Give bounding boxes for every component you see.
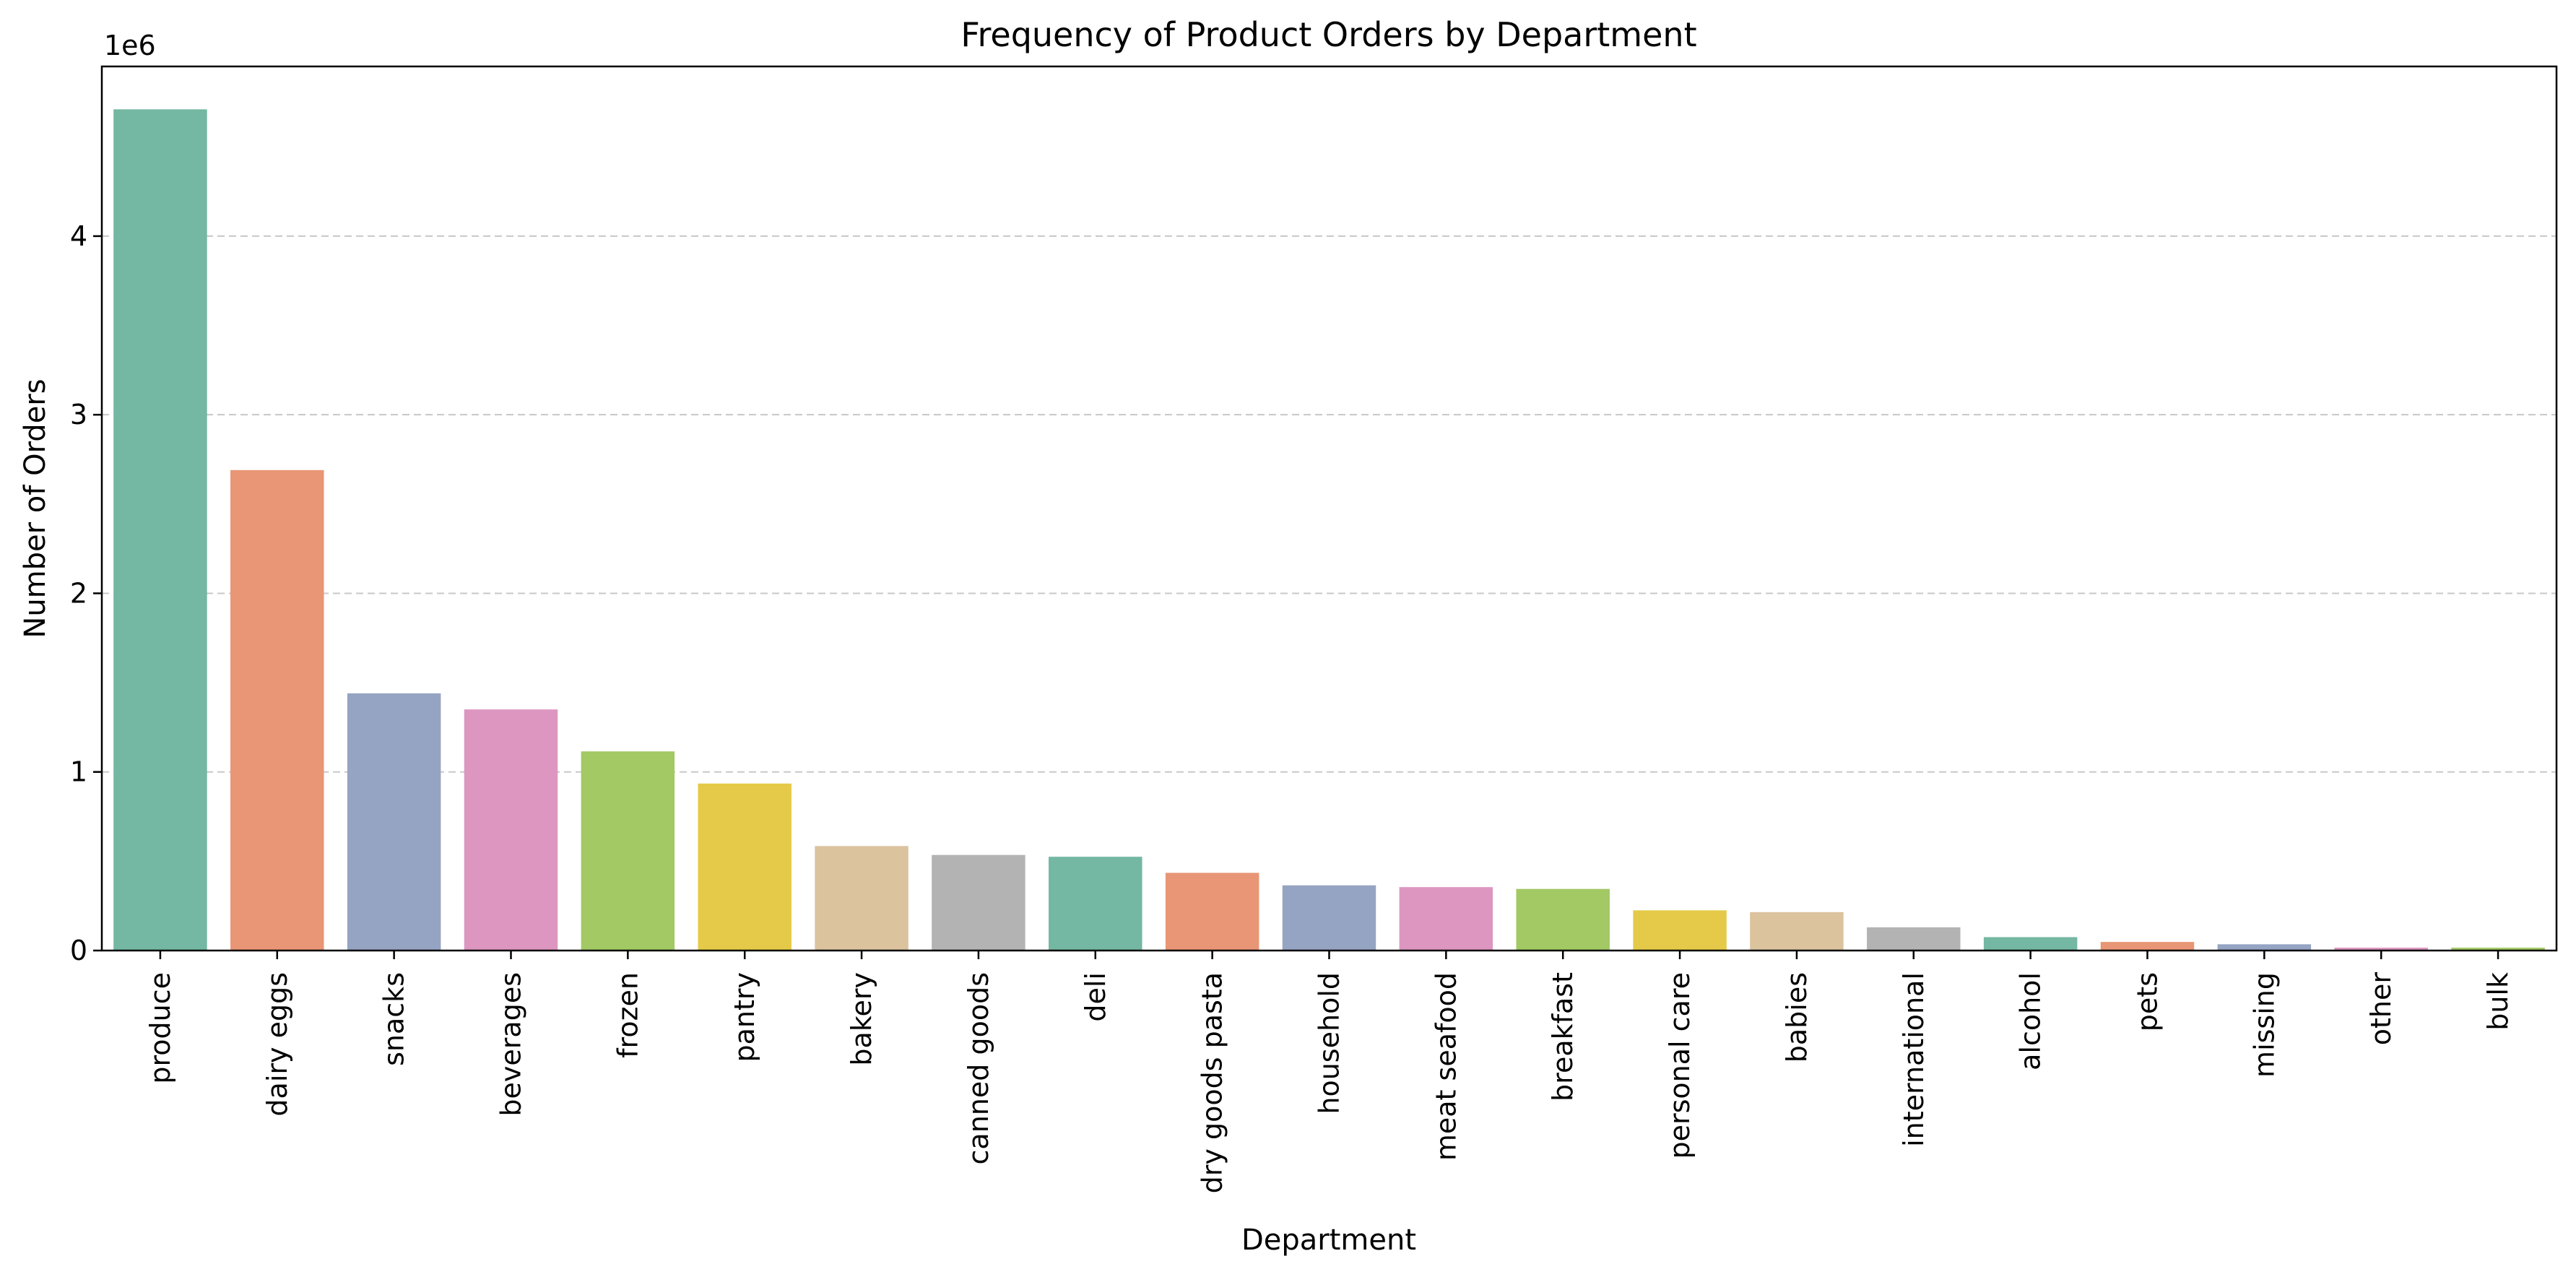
chart-title: Frequency of Product Orders by Departmen… [960, 15, 1696, 54]
bar-canned-goods [932, 854, 1025, 951]
x-tick-label: canned goods [963, 972, 994, 1164]
y-tick-label: 1 [70, 756, 87, 788]
x-tick-label: babies [1781, 972, 1813, 1062]
x-tick-label: personal care [1664, 972, 1696, 1159]
x-tick-label: dairy eggs [261, 972, 293, 1117]
bar-alcohol [1983, 937, 2078, 951]
bar-pantry [698, 783, 792, 951]
bar-breakfast [1516, 888, 1610, 951]
y-axis-label: Number of Orders [19, 378, 52, 638]
bar-dry-goods-pasta [1165, 873, 1259, 951]
x-tick-label: meat seafood [1430, 972, 1462, 1161]
y-tick-label: 2 [70, 577, 87, 609]
bar-missing [2217, 944, 2312, 951]
bar-babies [1750, 912, 1844, 951]
gridlines [102, 235, 2557, 773]
y-tick-label: 3 [70, 399, 87, 430]
bar-international [1867, 927, 1961, 951]
y-offset-label: 1e6 [104, 30, 156, 61]
x-tick-label: bulk [2482, 972, 2514, 1031]
x-tick-label: other [2365, 972, 2397, 1046]
x-tick-label: pantry [729, 972, 760, 1062]
bar-dairy-eggs [230, 469, 324, 951]
x-tick-label: bakery [846, 972, 877, 1066]
bar-bakery [815, 846, 908, 951]
x-axis-ticks: produce dairy eggs snacks beverages frozen pa… [144, 951, 2514, 1193]
x-tick-label: missing [2248, 972, 2280, 1078]
bar-deli [1049, 857, 1142, 951]
bar-meat-seafood [1399, 887, 1493, 951]
x-tick-label: produce [144, 972, 176, 1084]
x-tick-label: dry goods pasta [1197, 972, 1228, 1193]
x-tick-label: international [1898, 972, 1930, 1147]
bar-pets [2100, 942, 2195, 951]
bar-beverages [464, 709, 558, 951]
x-tick-label: snacks [378, 972, 410, 1066]
x-tick-label: household [1314, 972, 1345, 1114]
bar-personal-care [1633, 910, 1727, 951]
x-tick-label: beverages [495, 972, 527, 1117]
x-tick-label: frozen [612, 972, 643, 1058]
x-tick-label: pets [2132, 972, 2164, 1031]
bar-frozen [581, 751, 675, 951]
x-tick-label: alcohol [2015, 972, 2047, 1070]
bar-household [1282, 885, 1376, 951]
bar-produce [113, 109, 207, 951]
bar-other [2334, 948, 2428, 951]
y-tick-label: 0 [70, 935, 87, 966]
x-axis-label: Department [1241, 1224, 1416, 1257]
bar-bulk [2451, 948, 2545, 951]
bars [113, 109, 2545, 951]
y-axis-ticks: 0 1 2 3 4 [70, 220, 102, 966]
y-tick-label: 4 [70, 220, 87, 252]
x-tick-label: deli [1080, 972, 1111, 1022]
x-tick-label: breakfast [1547, 972, 1579, 1101]
bar-snacks [347, 693, 441, 951]
